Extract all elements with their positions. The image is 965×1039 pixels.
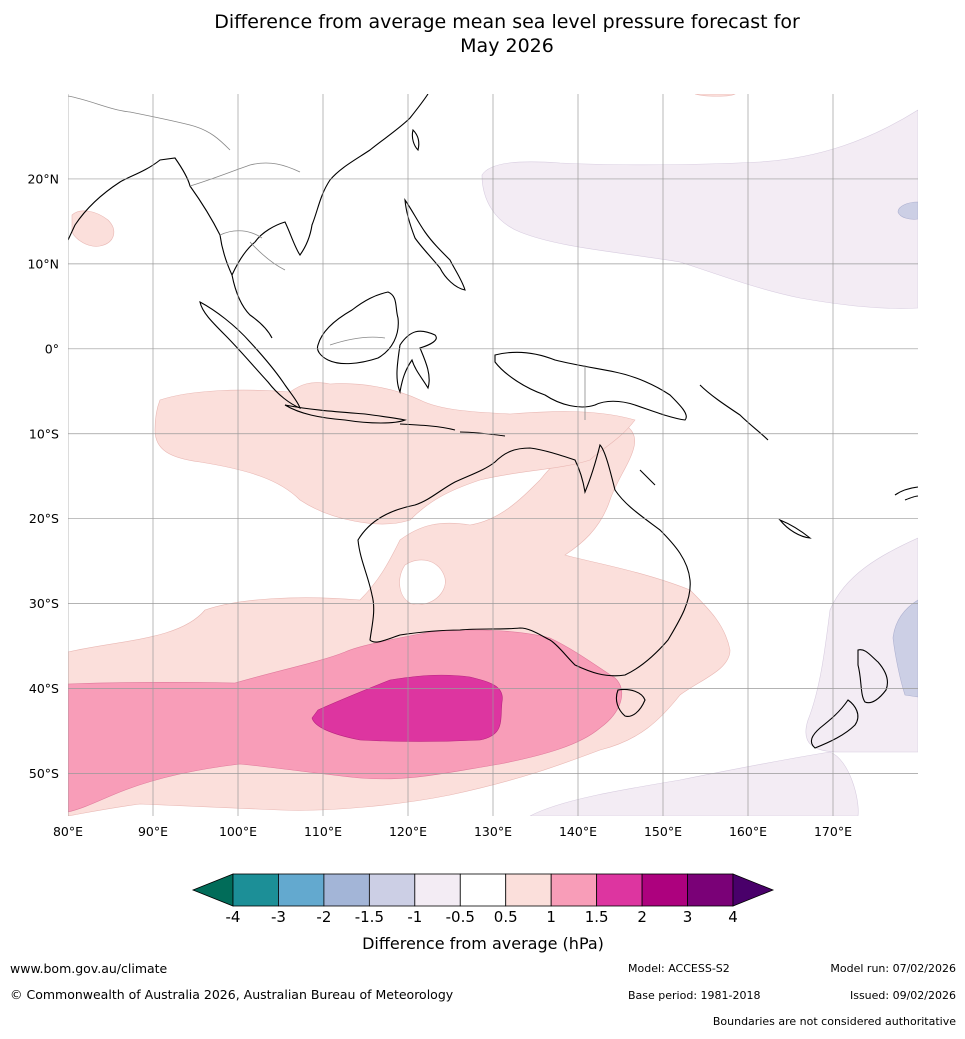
colorbar-tick-label: -1 <box>407 908 422 926</box>
lat-tick-label: 30°S <box>29 596 59 611</box>
colorbar-segment <box>368 873 416 907</box>
title-line-2: May 2026 <box>460 35 554 57</box>
colorbar-tick-label: -3 <box>271 908 286 926</box>
lon-tick-label: 80°E <box>53 824 83 839</box>
colorbar-tick-label: -4 <box>226 908 241 926</box>
colorbar-segment <box>505 873 552 907</box>
gridlines <box>68 94 918 816</box>
map-title: Difference from average mean sea level p… <box>0 10 965 58</box>
neutral-hole <box>399 559 446 605</box>
colorbar-segment <box>414 873 461 907</box>
lat-tick-label: 10°S <box>29 426 59 441</box>
anomaly-region-neg-1-north <box>897 201 918 220</box>
lon-tick-label: 90°E <box>138 824 168 839</box>
model-name: Model: ACCESS-S2 <box>628 962 730 975</box>
lon-tick-label: 120°E <box>389 824 427 839</box>
colorbar: -4 -3 -2 -1.5 -1 -0.5 0.5 1 1.5 2 3 4 <box>191 873 775 926</box>
website-link[interactable]: www.bom.gov.au/climate <box>10 961 168 976</box>
colorbar-segment <box>278 873 325 907</box>
colorbar-tick-label: 2 <box>637 908 647 926</box>
colorbar-tick-label: 3 <box>683 908 693 926</box>
anomaly-region-neg-north <box>481 109 918 309</box>
colorbar-tick-label: 4 <box>728 908 738 926</box>
colorbar-extend-low <box>191 873 234 907</box>
lon-tick-label: 130°E <box>474 824 512 839</box>
lon-tick-label: 140°E <box>559 824 597 839</box>
colorbar-tick-label: -2 <box>316 908 331 926</box>
colorbar-segment <box>232 873 279 907</box>
copyright-text: © Commonwealth of Australia 2026, Austra… <box>10 987 454 1002</box>
anomaly-region-neg-1-east <box>892 599 918 698</box>
issued-date: Issued: 09/02/2026 <box>849 989 956 1002</box>
model-run: Model run: 07/02/2026 <box>830 962 956 975</box>
colorbar-segment <box>459 873 507 907</box>
anomaly-region-1.5-2 <box>311 674 503 742</box>
colorbar-segment <box>641 873 688 907</box>
lat-tick-label: 50°S <box>29 766 59 781</box>
lat-tick-label: 0° <box>45 341 59 356</box>
colorbar-tick-label: -1.5 <box>355 908 384 926</box>
colorbar-segment <box>550 873 598 907</box>
colorbar-tick-label: -0.5 <box>446 908 475 926</box>
colorbar-label: Difference from average (hPa) <box>362 934 604 953</box>
colorbar-tick-label: 1.5 <box>585 908 609 926</box>
lon-tick-label: 150°E <box>644 824 682 839</box>
lat-tick-label: 10°N <box>27 256 59 271</box>
map-area <box>68 94 918 816</box>
colorbar-extend-high <box>732 873 775 907</box>
latitude-labels: 20°N 10°N 0° 10°S 20°S 30°S 40°S 50°S <box>27 171 59 781</box>
anomaly-region-neg-south <box>529 751 859 816</box>
country-borders <box>68 95 586 420</box>
lat-tick-label: 20°N <box>27 171 59 186</box>
disclaimer: Boundaries are not considered authoritat… <box>712 1015 956 1028</box>
colorbar-tick-label: 1 <box>546 908 556 926</box>
colorbar-segment <box>687 873 734 907</box>
coastlines <box>68 94 918 749</box>
lon-tick-label: 110°E <box>304 824 342 839</box>
lon-tick-label: 100°E <box>219 824 257 839</box>
colorbar-segment <box>596 873 643 907</box>
lat-tick-label: 40°S <box>29 681 59 696</box>
anomaly-region-top-pink <box>694 94 736 97</box>
base-period: Base period: 1981-2018 <box>628 989 761 1002</box>
longitude-labels: 80°E 90°E 100°E 110°E 120°E 130°E 140°E 150°E 16… <box>53 824 852 839</box>
lon-tick-label: 170°E <box>814 824 852 839</box>
lat-tick-label: 20°S <box>29 511 59 526</box>
anomaly-region-0.5-1-north <box>154 382 636 525</box>
title-line-1: Difference from average mean sea level p… <box>214 11 800 33</box>
anomaly-region-0.5-1-bay <box>71 210 115 247</box>
lon-tick-label: 160°E <box>729 824 767 839</box>
colorbar-tick-label: 0.5 <box>494 908 518 926</box>
colorbar-segment <box>323 873 370 907</box>
